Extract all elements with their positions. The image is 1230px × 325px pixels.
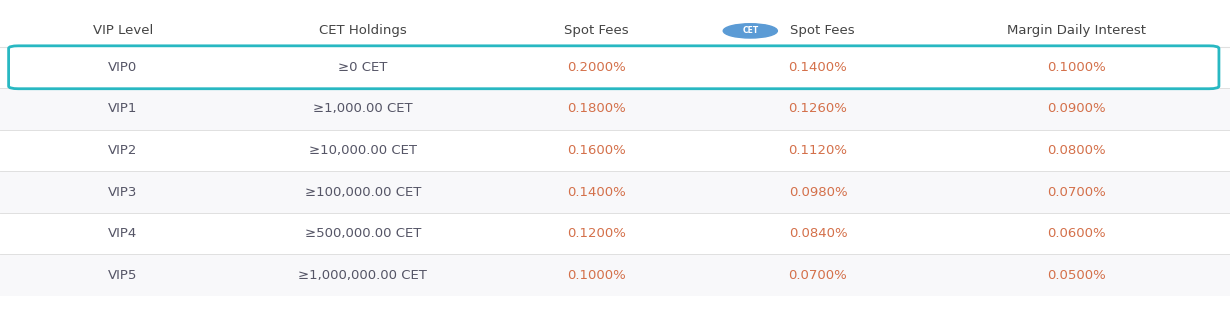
FancyBboxPatch shape — [0, 213, 1230, 254]
Text: 0.1260%: 0.1260% — [788, 102, 847, 115]
Text: Margin Daily Interest: Margin Daily Interest — [1006, 24, 1146, 37]
Text: 0.0840%: 0.0840% — [788, 227, 847, 240]
Text: ≥1,000,000.00 CET: ≥1,000,000.00 CET — [299, 269, 427, 282]
FancyBboxPatch shape — [0, 171, 1230, 213]
Text: VIP5: VIP5 — [108, 269, 138, 282]
Text: VIP2: VIP2 — [108, 144, 138, 157]
Text: VIP1: VIP1 — [108, 102, 138, 115]
Text: 0.1400%: 0.1400% — [567, 186, 626, 199]
Text: 0.0700%: 0.0700% — [1047, 186, 1106, 199]
Text: 0.0900%: 0.0900% — [1047, 102, 1106, 115]
FancyBboxPatch shape — [0, 130, 1230, 171]
Text: 0.1000%: 0.1000% — [567, 269, 626, 282]
Text: 0.1200%: 0.1200% — [567, 227, 626, 240]
Text: 0.1800%: 0.1800% — [567, 102, 626, 115]
Text: VIP0: VIP0 — [108, 61, 138, 74]
FancyBboxPatch shape — [0, 46, 1230, 88]
Text: VIP3: VIP3 — [108, 186, 138, 199]
Text: ≥500,000.00 CET: ≥500,000.00 CET — [305, 227, 421, 240]
Text: ≥10,000.00 CET: ≥10,000.00 CET — [309, 144, 417, 157]
Text: 0.1000%: 0.1000% — [1047, 61, 1106, 74]
Text: 0.1120%: 0.1120% — [788, 144, 847, 157]
Text: Spot Fees: Spot Fees — [790, 24, 855, 37]
Text: 0.0980%: 0.0980% — [788, 186, 847, 199]
Text: 0.1600%: 0.1600% — [567, 144, 626, 157]
FancyBboxPatch shape — [9, 46, 1219, 89]
FancyBboxPatch shape — [0, 88, 1230, 130]
Circle shape — [723, 24, 777, 38]
Text: 0.0800%: 0.0800% — [1047, 144, 1106, 157]
Text: 0.0500%: 0.0500% — [1047, 269, 1106, 282]
Text: Spot Fees: Spot Fees — [565, 24, 629, 37]
Text: 0.0600%: 0.0600% — [1047, 227, 1106, 240]
Text: ≥1,000.00 CET: ≥1,000.00 CET — [314, 102, 412, 115]
Text: 0.0700%: 0.0700% — [788, 269, 847, 282]
Text: ≥100,000.00 CET: ≥100,000.00 CET — [305, 186, 421, 199]
Text: CET: CET — [742, 26, 759, 35]
Text: VIP Level: VIP Level — [93, 24, 153, 37]
FancyBboxPatch shape — [0, 254, 1230, 296]
Text: 0.2000%: 0.2000% — [567, 61, 626, 74]
Text: 0.1400%: 0.1400% — [788, 61, 847, 74]
Text: ≥0 CET: ≥0 CET — [338, 61, 387, 74]
Text: CET Holdings: CET Holdings — [319, 24, 407, 37]
Text: VIP4: VIP4 — [108, 227, 138, 240]
